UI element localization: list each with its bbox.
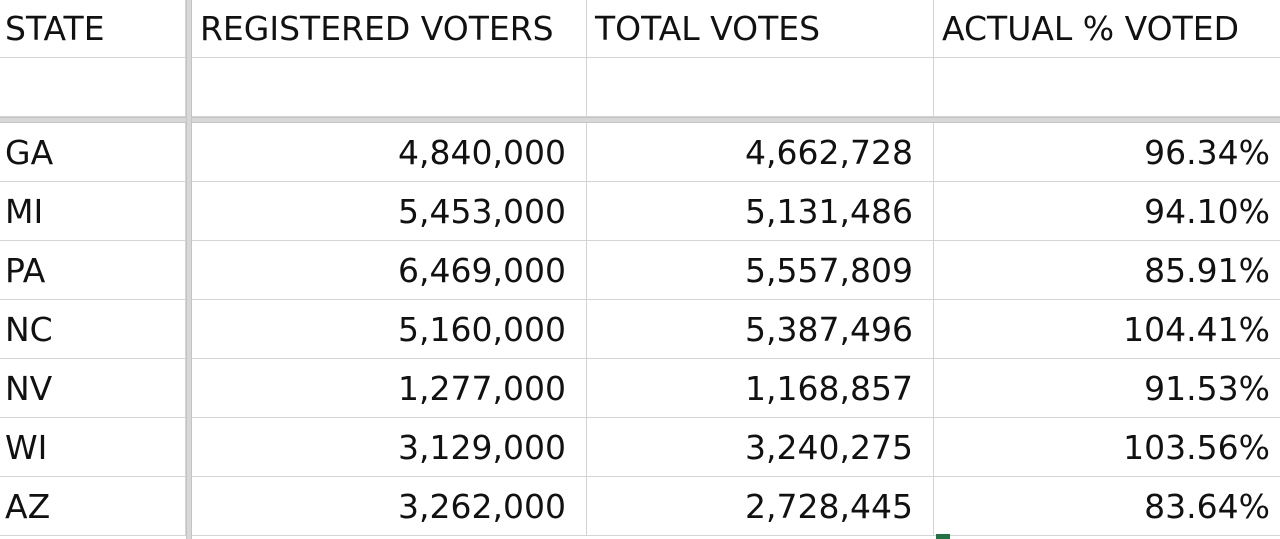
state-cell[interactable]: MI (0, 182, 186, 240)
percent-voted-cell[interactable]: 103.56% (1123, 427, 1270, 467)
total-votes-cell[interactable]: 4,662,728 (587, 123, 934, 181)
total-votes-cell[interactable]: 5,557,809 (587, 241, 934, 299)
total-votes-cell[interactable]: 2,728,445 (587, 477, 934, 535)
header-cell-actual-percent-voted[interactable]: ACTUAL % VOTED (942, 9, 1240, 48)
percent-voted-cell[interactable]: 94.10% (1144, 191, 1270, 231)
registered-voters-cell[interactable]: 3,262,000 (192, 477, 587, 535)
header-cell-total-votes[interactable]: TOTAL VOTES (587, 0, 934, 57)
header-cell-registered-voters[interactable]: REGISTERED VOTERS (192, 0, 587, 57)
state-cell[interactable]: WI (0, 418, 186, 476)
table-row: GA 4,840,000 4,662,728 96.34% (0, 123, 1280, 182)
state-cell[interactable]: NC (0, 300, 186, 358)
total-votes-cell[interactable]: 3,240,275 (587, 418, 934, 476)
frozen-column-divider (186, 0, 192, 539)
table-row: AZ 3,262,000 2,728,445 83.64% (0, 477, 1280, 536)
registered-voters-cell[interactable]: 1,277,000 (192, 359, 587, 417)
total-votes-cell[interactable]: 5,387,496 (587, 300, 934, 358)
total-votes-cell[interactable]: 1,168,857 (587, 359, 934, 417)
frozen-row-divider (0, 117, 1280, 123)
percent-voted-cell[interactable]: 85.91% (1144, 250, 1270, 290)
table-row: MI 5,453,000 5,131,486 94.10% (0, 182, 1280, 241)
percent-voted-cell[interactable]: 91.53% (1144, 368, 1270, 408)
percent-voted-cell[interactable]: 104.41% (1123, 309, 1270, 349)
empty-cell[interactable] (192, 58, 587, 116)
table-row: WI 3,129,000 3,240,275 103.56% (0, 418, 1280, 477)
table-row: PA 6,469,000 5,557,809 85.91% (0, 241, 1280, 300)
state-cell[interactable]: NV (0, 359, 186, 417)
empty-cell[interactable] (0, 58, 186, 116)
percent-voted-cell[interactable]: 96.34% (1144, 132, 1270, 172)
selection-fill-handle[interactable] (936, 534, 950, 539)
table-row: NC 5,160,000 5,387,496 104.41% (0, 300, 1280, 359)
state-cell[interactable]: AZ (0, 477, 186, 535)
header-cell-state[interactable]: STATE (0, 0, 186, 57)
percent-voted-cell[interactable]: 83.64% (1144, 486, 1270, 526)
table-row: NV 1,277,000 1,168,857 91.53% (0, 359, 1280, 418)
registered-voters-cell[interactable]: 3,129,000 (192, 418, 587, 476)
state-cell[interactable]: GA (0, 123, 186, 181)
state-cell[interactable]: PA (0, 241, 186, 299)
registered-voters-cell[interactable]: 6,469,000 (192, 241, 587, 299)
empty-row (0, 58, 1280, 117)
registered-voters-cell[interactable]: 5,453,000 (192, 182, 587, 240)
empty-cell[interactable] (587, 58, 934, 116)
registered-voters-cell[interactable]: 5,160,000 (192, 300, 587, 358)
header-row: STATE REGISTERED VOTERS TOTAL VOTES ACTU… (0, 0, 1280, 58)
empty-cell[interactable] (934, 58, 1280, 116)
registered-voters-cell[interactable]: 4,840,000 (192, 123, 587, 181)
total-votes-cell[interactable]: 5,131,486 (587, 182, 934, 240)
